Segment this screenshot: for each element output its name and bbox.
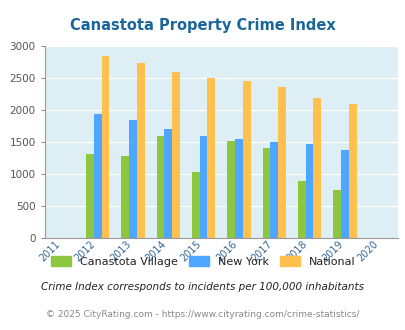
- Bar: [262, 148, 270, 238]
- Bar: [121, 156, 129, 238]
- Bar: [86, 154, 94, 238]
- Bar: [199, 136, 207, 238]
- Bar: [333, 190, 340, 238]
- Bar: [101, 56, 109, 238]
- Bar: [192, 172, 199, 238]
- Bar: [242, 81, 250, 238]
- Bar: [348, 104, 356, 238]
- Bar: [305, 145, 313, 238]
- Bar: [227, 141, 234, 238]
- Bar: [313, 98, 320, 238]
- Legend: Canastota Village, New York, National: Canastota Village, New York, National: [47, 253, 358, 271]
- Bar: [172, 72, 179, 238]
- Bar: [164, 128, 172, 238]
- Text: Crime Index corresponds to incidents per 100,000 inhabitants: Crime Index corresponds to incidents per…: [41, 282, 364, 292]
- Bar: [340, 150, 348, 238]
- Bar: [234, 139, 242, 238]
- Text: Canastota Property Crime Index: Canastota Property Crime Index: [70, 18, 335, 33]
- Bar: [156, 136, 164, 238]
- Bar: [207, 78, 215, 238]
- Bar: [129, 120, 136, 238]
- Bar: [277, 87, 285, 238]
- Bar: [270, 142, 277, 238]
- Bar: [136, 63, 144, 238]
- Bar: [94, 114, 101, 238]
- Bar: [297, 181, 305, 238]
- Text: © 2025 CityRating.com - https://www.cityrating.com/crime-statistics/: © 2025 CityRating.com - https://www.city…: [46, 310, 359, 319]
